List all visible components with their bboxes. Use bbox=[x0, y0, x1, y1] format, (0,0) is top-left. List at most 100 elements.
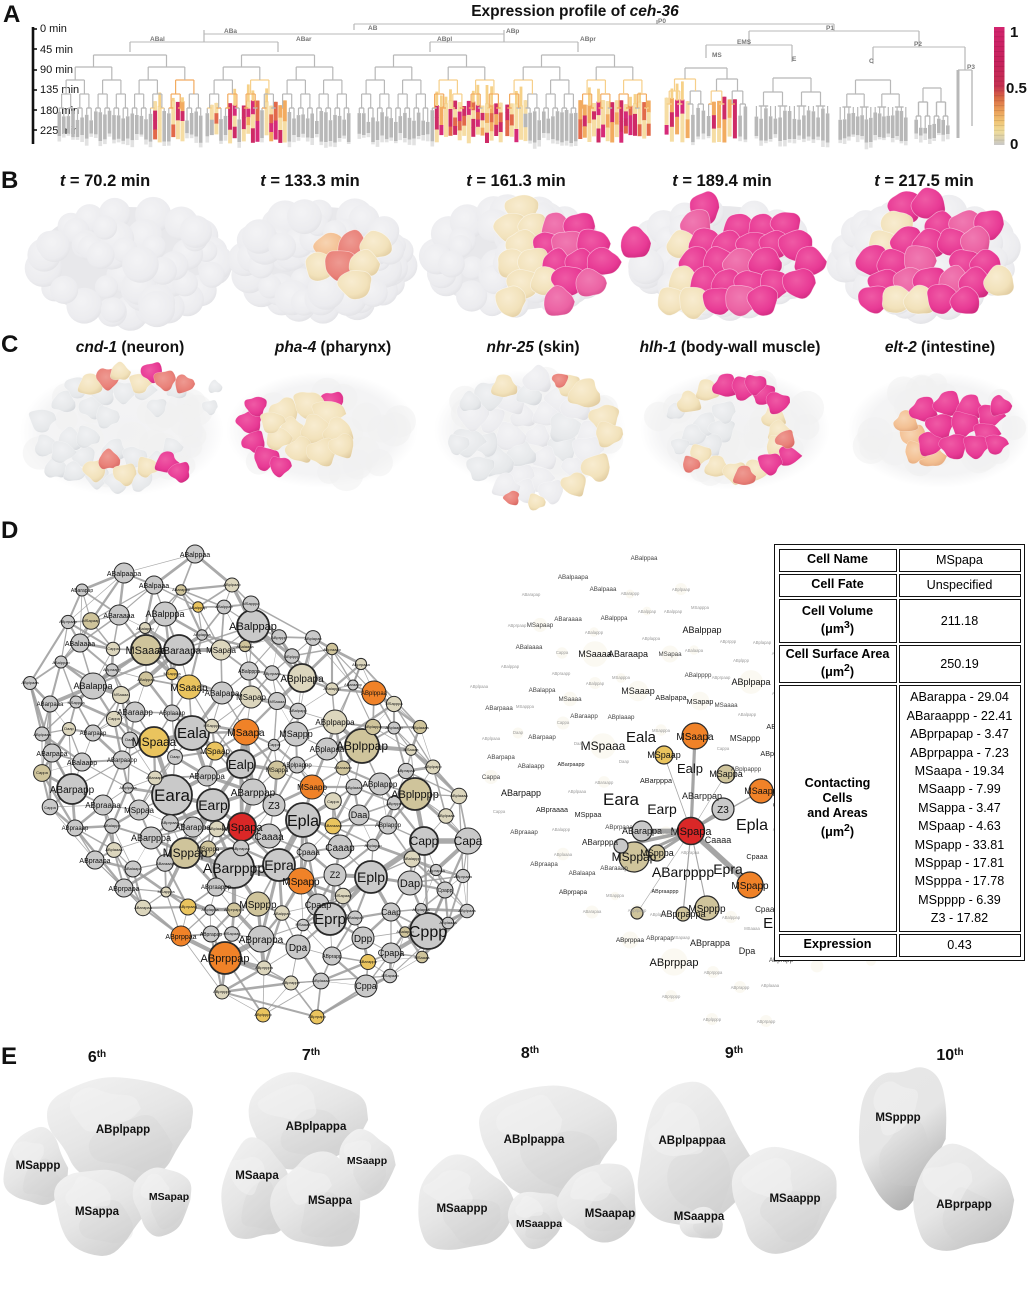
svg-text:Eprp: Eprp bbox=[314, 911, 346, 928]
svg-text:MSpapp: MSpapp bbox=[731, 881, 769, 892]
svg-text:ABplpaaa: ABplpaaa bbox=[482, 736, 501, 741]
svg-text:MSapppa: MSapppa bbox=[606, 893, 625, 898]
svg-text:ABalppap: ABalppap bbox=[229, 621, 277, 633]
svg-text:MSaaaa: MSaaaa bbox=[270, 699, 286, 704]
svg-text:t = 161.3 min: t = 161.3 min bbox=[466, 172, 566, 190]
svg-text:Capp: Capp bbox=[410, 834, 439, 848]
svg-text:ABpraaaa: ABpraaaa bbox=[85, 801, 121, 810]
svg-text:Cappa: Cappa bbox=[556, 650, 569, 655]
svg-text:Eara: Eara bbox=[603, 790, 639, 809]
svg-text:MSaapa: MSaapa bbox=[227, 728, 265, 739]
svg-text:90 min: 90 min bbox=[40, 64, 73, 76]
svg-text:nhr-25 (skin): nhr-25 (skin) bbox=[486, 339, 579, 356]
svg-text:ABprpapp: ABprpapp bbox=[308, 1014, 327, 1019]
svg-text:ABplappp: ABplappp bbox=[363, 780, 398, 789]
svg-text:MSaaaa: MSaaaa bbox=[415, 955, 431, 960]
svg-text:ABpr: ABpr bbox=[580, 36, 596, 43]
svg-text:MSappp: MSappp bbox=[279, 729, 313, 739]
svg-text:Cappa: Cappa bbox=[268, 742, 281, 747]
svg-text:MSapppa: MSapppa bbox=[67, 700, 85, 705]
svg-text:ABalpaapa: ABalpaapa bbox=[558, 574, 589, 581]
svg-text:ABpraapp: ABpraapp bbox=[552, 671, 571, 676]
svg-text:ABaraaaa: ABaraaaa bbox=[103, 613, 134, 620]
svg-text:ABalaapa: ABalaapa bbox=[569, 870, 596, 877]
svg-text:ABpraapa: ABpraapa bbox=[530, 861, 558, 868]
svg-text:t = 189.4 min: t = 189.4 min bbox=[672, 172, 772, 190]
svg-text:ABplaaaa: ABplaaaa bbox=[554, 852, 573, 857]
svg-text:ABprpapp: ABprpapp bbox=[757, 1019, 776, 1024]
svg-text:ABalappp: ABalappp bbox=[585, 630, 604, 635]
svg-text:ABplaapp: ABplaapp bbox=[385, 725, 403, 730]
svg-text:Cpaap: Cpaap bbox=[755, 905, 779, 914]
svg-text:Daa: Daa bbox=[351, 810, 368, 820]
svg-text:ABpraapa: ABpraapa bbox=[79, 858, 110, 865]
svg-text:ABaraapp: ABaraapp bbox=[595, 780, 614, 785]
svg-text:ABplpappa: ABplpappa bbox=[504, 1134, 565, 1146]
svg-text:ABpraaap: ABpraaap bbox=[62, 826, 89, 832]
svg-text:ABprppap: ABprppap bbox=[650, 957, 699, 969]
svg-text:Z2: Z2 bbox=[330, 870, 341, 880]
svg-text:Daap: Daap bbox=[574, 741, 585, 746]
svg-text:MSapppa: MSapppa bbox=[385, 701, 403, 706]
svg-text:ABalppap: ABalppap bbox=[189, 605, 207, 610]
svg-text:Cpaaa: Cpaaa bbox=[746, 852, 767, 861]
svg-text:ABalppaa: ABalppaa bbox=[631, 555, 658, 562]
svg-text:ABa: ABa bbox=[224, 28, 237, 35]
svg-text:ABarpapp: ABarpapp bbox=[50, 785, 95, 796]
svg-text:ABprappa: ABprappa bbox=[239, 935, 284, 946]
svg-text:ABprpappa: ABprpappa bbox=[224, 907, 245, 912]
svg-text:ABaraaap: ABaraaap bbox=[324, 823, 343, 828]
svg-text:Eplp: Eplp bbox=[357, 869, 385, 885]
svg-text:MSappa: MSappa bbox=[266, 768, 289, 774]
svg-text:ABplpapp: ABplpapp bbox=[96, 1124, 150, 1136]
svg-text:ABarappp: ABarappp bbox=[621, 591, 640, 596]
svg-text:ABalappa: ABalappa bbox=[529, 687, 556, 694]
svg-text:ABpraaap: ABpraaap bbox=[510, 829, 538, 836]
svg-text:ABplaaaa: ABplaaaa bbox=[761, 983, 780, 988]
svg-text:ABalppap: ABalppap bbox=[638, 609, 657, 614]
svg-text:MSapap: MSapap bbox=[149, 1191, 189, 1203]
svg-text:MSaaaa: MSaaaa bbox=[404, 747, 420, 752]
svg-text:MSaappa: MSaappa bbox=[516, 1218, 562, 1230]
svg-text:C: C bbox=[869, 58, 874, 65]
svg-text:ABplaaap: ABplaaap bbox=[159, 711, 186, 717]
svg-text:D: D bbox=[1, 517, 18, 544]
svg-text:MSaapp: MSaapp bbox=[347, 1155, 387, 1167]
svg-text:ABalppap: ABalppap bbox=[273, 911, 291, 916]
svg-text:ABalppap: ABalppap bbox=[215, 604, 233, 609]
svg-text:ABprppp: ABprppp bbox=[720, 639, 737, 644]
svg-text:ABplpappp: ABplpappp bbox=[731, 766, 762, 773]
svg-text:ABplpppp: ABplpppp bbox=[391, 789, 439, 801]
svg-text:ABplpaaa: ABplpaaa bbox=[33, 732, 51, 737]
svg-text:ABaraaap: ABaraaap bbox=[600, 865, 628, 872]
svg-text:Epra: Epra bbox=[713, 861, 743, 877]
svg-text:ABarpapa: ABarpapa bbox=[36, 751, 67, 758]
svg-text:ABplapaa: ABplapaa bbox=[310, 745, 345, 754]
svg-text:MSappa: MSappa bbox=[709, 769, 743, 779]
svg-text:MSapaap: MSapaap bbox=[527, 622, 554, 629]
svg-text:ABprpppa: ABprpppa bbox=[255, 965, 274, 970]
svg-text:ABalappp: ABalappp bbox=[103, 823, 121, 828]
svg-text:ABplpapa: ABplpapa bbox=[731, 677, 770, 687]
svg-text:ABpraappp: ABpraappp bbox=[652, 889, 679, 895]
svg-text:ABplpaaa: ABplpaaa bbox=[458, 908, 476, 913]
svg-text:MSpaap: MSpaap bbox=[200, 747, 230, 756]
svg-text:MSapaap: MSapaap bbox=[223, 931, 241, 936]
svg-text:45 min: 45 min bbox=[40, 44, 73, 56]
svg-text:ABplpaap: ABplpaap bbox=[223, 582, 241, 587]
svg-text:Earp: Earp bbox=[647, 801, 677, 817]
svg-text:MSaaap: MSaaap bbox=[170, 683, 208, 694]
svg-text:ABplapap: ABplapap bbox=[304, 636, 322, 641]
svg-text:ABpraappp: ABpraappp bbox=[201, 885, 232, 891]
svg-text:ABpraaap: ABpraaap bbox=[323, 647, 342, 652]
svg-text:E: E bbox=[1, 1043, 17, 1070]
svg-text:MSpppp: MSpppp bbox=[239, 900, 277, 911]
svg-text:Cappa: Cappa bbox=[44, 805, 57, 810]
svg-text:ABprapp: ABprapp bbox=[322, 954, 342, 960]
svg-text:ABplpaap: ABplpaap bbox=[672, 587, 691, 592]
svg-text:ABprppap: ABprppap bbox=[201, 953, 250, 965]
svg-text:MSppaa: MSppaa bbox=[124, 806, 154, 815]
svg-text:ABprpppp: ABprpppp bbox=[213, 989, 232, 994]
svg-text:ABarpaap: ABarpaap bbox=[80, 731, 107, 737]
svg-text:Daap: Daap bbox=[619, 759, 630, 764]
